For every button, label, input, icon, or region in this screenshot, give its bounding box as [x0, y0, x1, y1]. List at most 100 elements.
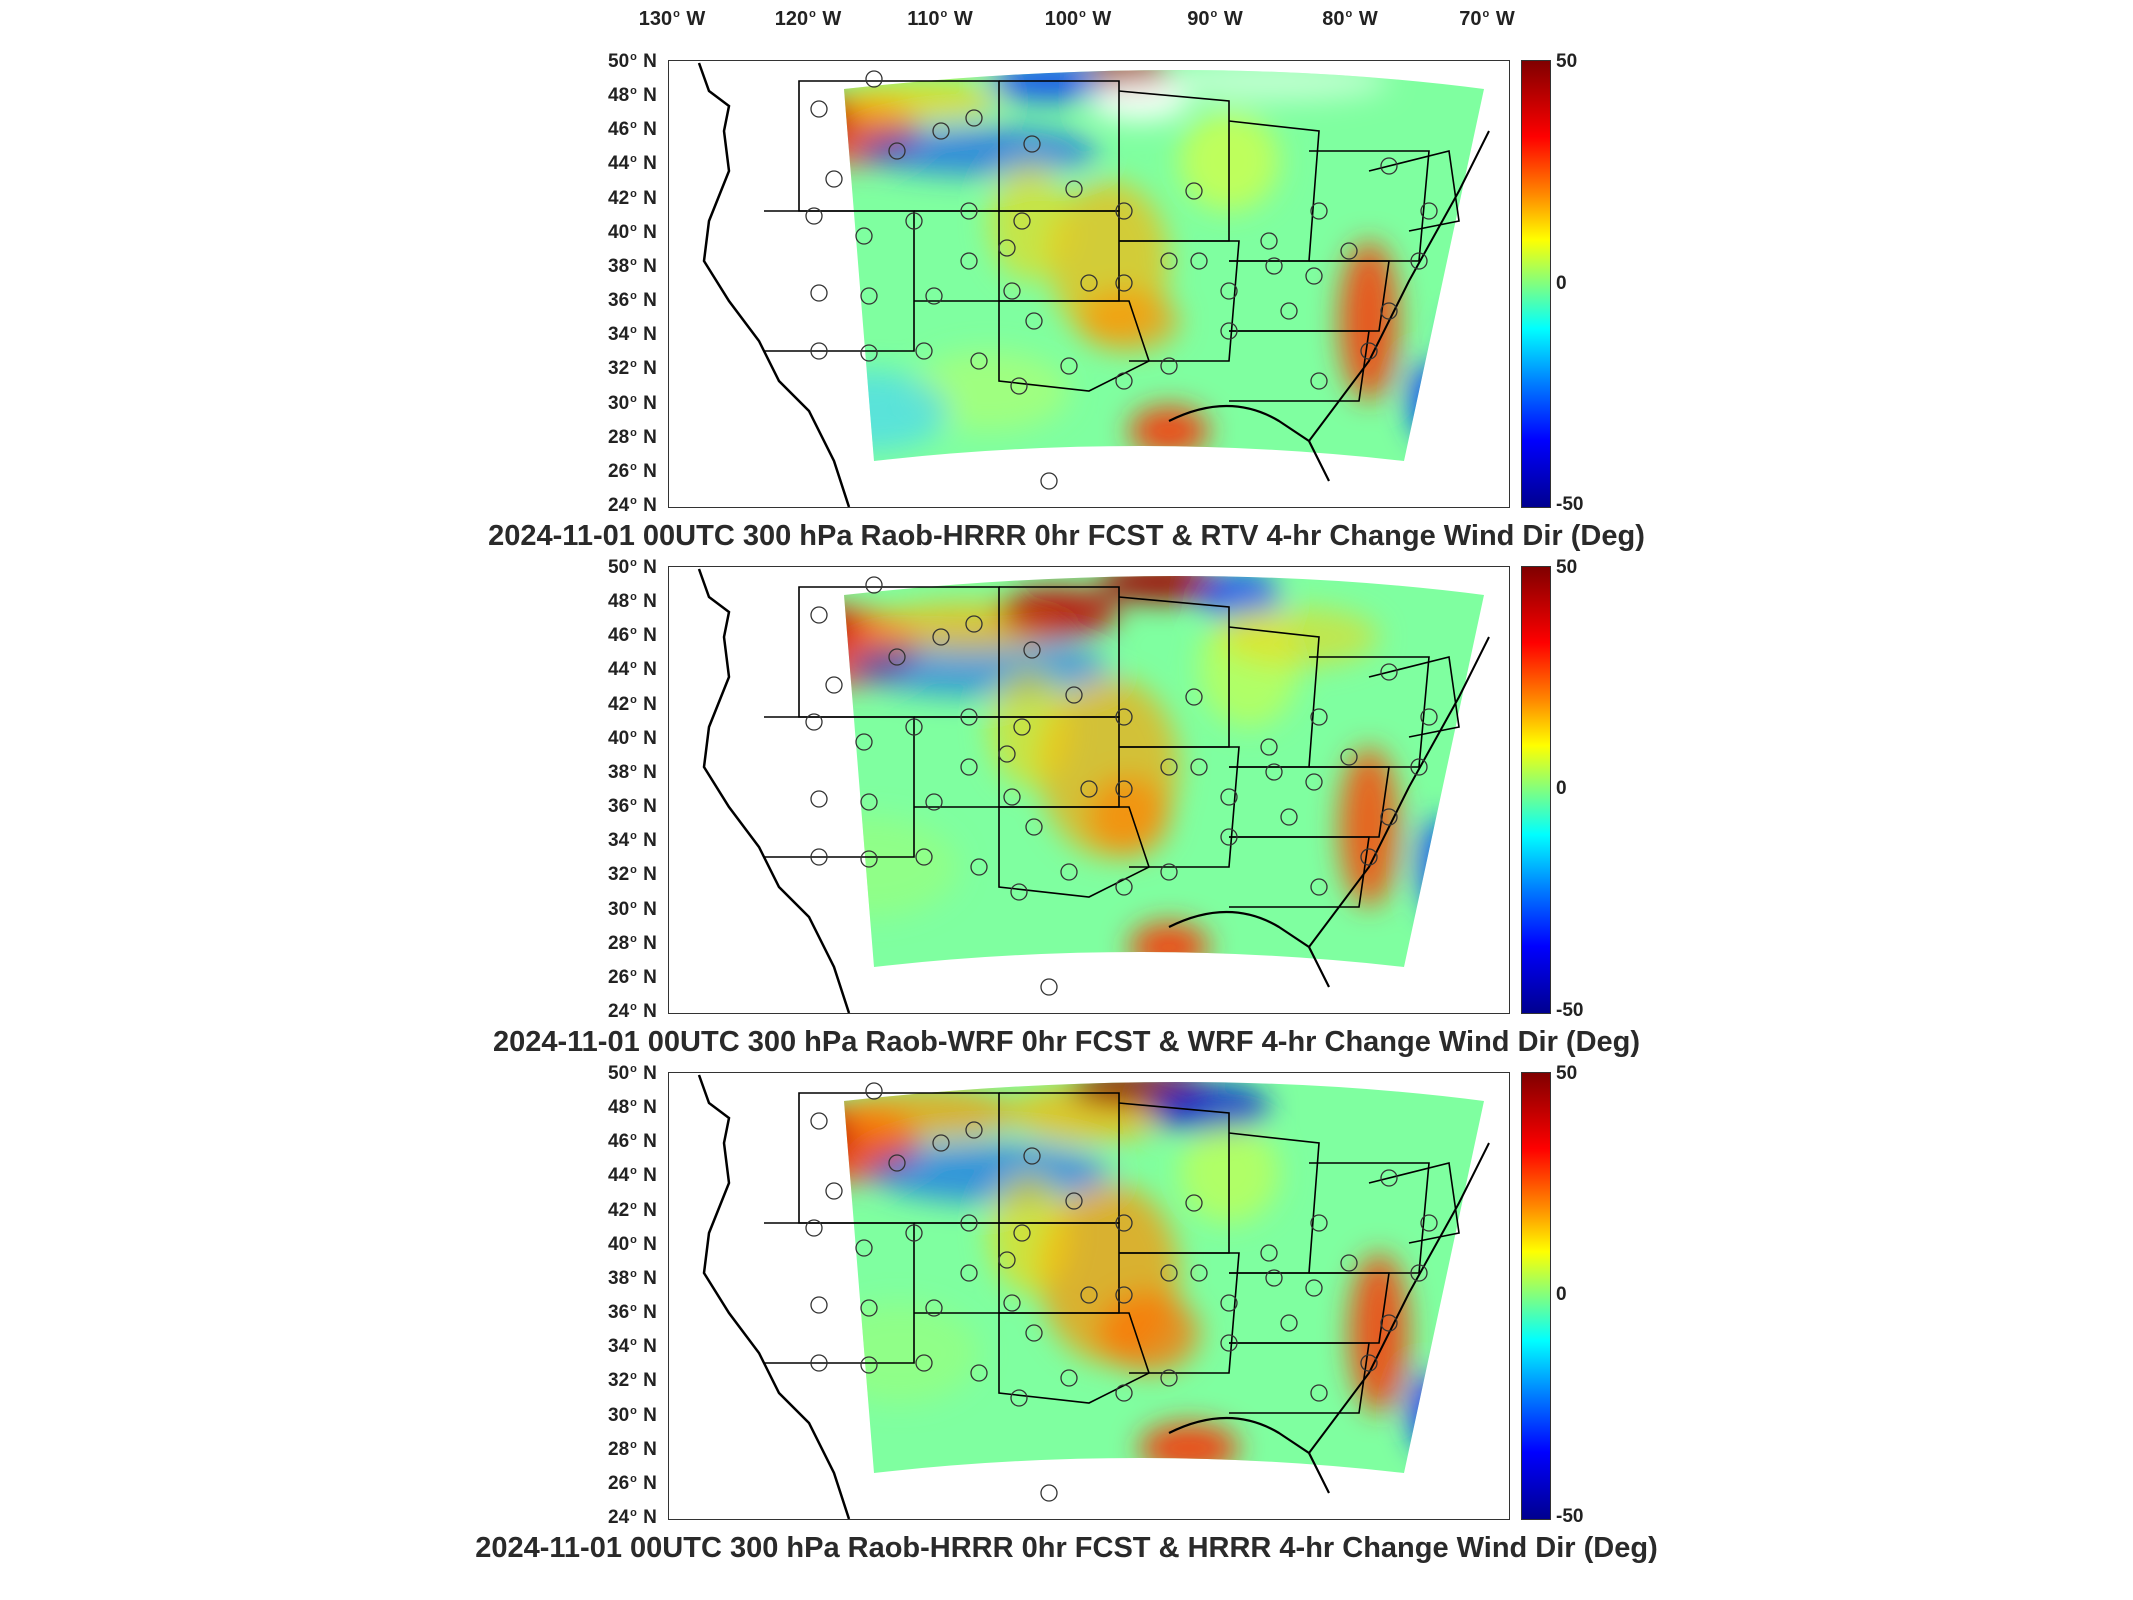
field-blob — [844, 1088, 1019, 1138]
latitude-label-42: 42o N — [608, 693, 657, 715]
longitude-label-80: 80o W — [1322, 8, 1378, 30]
raob-station-marker — [1003, 788, 1021, 806]
raob-station-marker — [805, 713, 823, 731]
raob-station-marker — [1265, 1269, 1283, 1287]
field-blob — [844, 1303, 979, 1403]
raob-station-marker — [1305, 1279, 1323, 1297]
raob-stations — [805, 576, 1438, 996]
raob-station-marker — [1160, 863, 1178, 881]
field-blob — [1149, 1083, 1269, 1133]
raob-station-marker — [1305, 267, 1323, 285]
state-boundary — [914, 210, 1000, 302]
latitude-label-30: 30o N — [608, 1404, 657, 1426]
state-boundary — [764, 1222, 915, 1364]
raob-station-marker — [1010, 1389, 1028, 1407]
raob-station-marker — [1220, 1294, 1238, 1312]
raob-station-marker — [1023, 1147, 1041, 1165]
raob-station-marker — [1115, 372, 1133, 390]
state-boundary — [1119, 746, 1240, 868]
raob-station-marker — [960, 202, 978, 220]
raob-station-marker — [1003, 282, 1021, 300]
field-blob — [1409, 1373, 1449, 1453]
latitude-label-30: 30o N — [608, 898, 657, 920]
colorbar-2 — [1521, 566, 1551, 1014]
raob-station-marker — [932, 628, 950, 646]
raob-station-marker — [915, 342, 933, 360]
panel-title-1: 2024-11-01 00UTC 300 hPa Raob-HRRR 0hr F… — [488, 520, 1645, 552]
raob-station-marker — [1065, 686, 1083, 704]
raob-station-marker — [1190, 758, 1208, 776]
latitude-label-42: 42o N — [608, 1199, 657, 1221]
raob-station-marker — [998, 1251, 1016, 1269]
raob-station-marker — [1065, 180, 1083, 198]
raob-station-marker — [1013, 1224, 1031, 1242]
colorbar-3 — [1521, 1072, 1551, 1520]
state-boundaries — [764, 586, 1460, 908]
raob-station-marker — [970, 858, 988, 876]
raob-station-marker — [860, 344, 878, 362]
raob-station-marker — [1260, 232, 1278, 250]
field-blob — [844, 91, 849, 141]
latitude-label-32: 32o N — [608, 864, 657, 886]
raob-station-marker — [1025, 1324, 1043, 1342]
raob-station-marker — [1185, 688, 1203, 706]
raob-station-marker — [1260, 738, 1278, 756]
field-blob — [1079, 291, 1179, 351]
wind-dir-field-map-1 — [697, 62, 1490, 507]
raob-station-marker — [960, 1264, 978, 1282]
raob-station-marker — [1023, 641, 1041, 659]
raob-station-marker — [1310, 708, 1328, 726]
raob-station-marker — [1310, 202, 1328, 220]
latitude-label-26: 26o N — [608, 1472, 657, 1494]
raob-station-marker — [860, 850, 878, 868]
raob-station-marker — [1220, 282, 1238, 300]
latitude-label-24: 24o N — [608, 1001, 657, 1022]
colorbar-min-3: -50 — [1556, 1506, 1584, 1527]
raob-station-marker — [970, 352, 988, 370]
raob-station-marker — [1080, 1286, 1098, 1304]
raob-station-marker — [810, 1354, 828, 1372]
raob-station-marker — [1305, 773, 1323, 791]
raob-station-marker — [1080, 780, 1098, 798]
latitude-label-32: 32o N — [608, 358, 657, 380]
field-blob — [844, 81, 999, 121]
raob-station-marker — [1220, 1334, 1238, 1352]
raob-station-marker — [970, 1364, 988, 1382]
raob-station-marker — [888, 1154, 906, 1172]
raob-station-marker — [905, 718, 923, 736]
field-blob — [1419, 817, 1459, 917]
raob-station-marker — [960, 252, 978, 270]
longitude-label-120: 120o W — [774, 8, 842, 30]
latitude-label-34: 34o N — [608, 324, 657, 346]
raob-station-marker — [1115, 780, 1133, 798]
state-boundary — [1229, 330, 1370, 402]
state-boundary — [998, 300, 1150, 392]
raob-station-marker — [1410, 252, 1428, 270]
state-boundary — [764, 716, 915, 858]
raob-station-marker — [810, 848, 828, 866]
longitude-label-70: 70o W — [1459, 8, 1515, 30]
state-boundary — [1229, 836, 1370, 908]
raob-station-marker — [805, 1219, 823, 1237]
raob-station-marker — [915, 1354, 933, 1372]
color-field — [844, 70, 1484, 461]
raob-station-marker — [810, 342, 828, 360]
raob-station-marker — [1160, 758, 1178, 776]
latitude-label-48: 48o N — [608, 1097, 657, 1119]
colorbar-max-3: 50 — [1556, 1063, 1578, 1084]
raob-station-marker — [855, 1239, 873, 1257]
gulf-coastline — [1168, 911, 1330, 988]
latitude-label-28: 28o N — [608, 1438, 657, 1460]
raob-station-marker — [1160, 252, 1178, 270]
raob-station-marker — [915, 848, 933, 866]
latitude-label-28: 28o N — [608, 932, 657, 954]
latitude-label-50: 50o N — [608, 557, 657, 578]
east-coastline — [1308, 1142, 1490, 1454]
raob-station-marker — [965, 615, 983, 633]
raob-station-marker — [1310, 1214, 1328, 1232]
raob-station-marker — [1115, 1214, 1133, 1232]
latitude-label-50: 50o N — [608, 1063, 657, 1084]
raob-station-marker — [932, 122, 950, 140]
raob-station-marker — [1265, 257, 1283, 275]
state-boundary — [914, 1222, 1000, 1314]
